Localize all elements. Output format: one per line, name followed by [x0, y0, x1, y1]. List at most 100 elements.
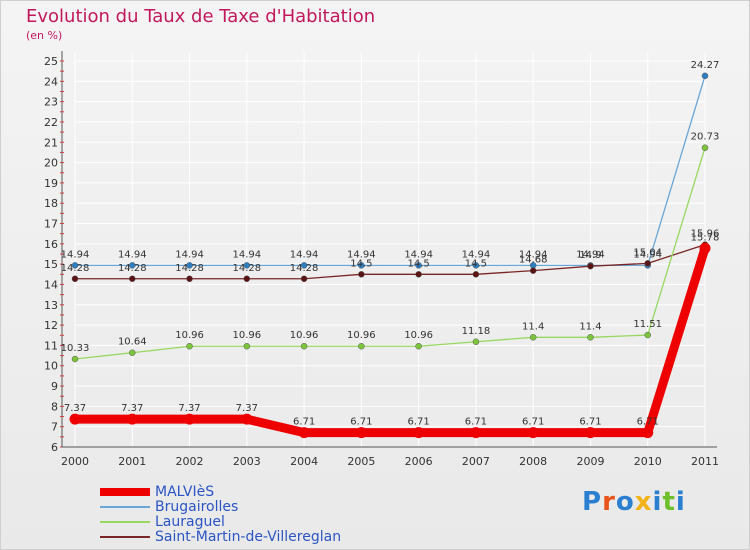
y-tick-label: 23 [44, 96, 58, 109]
data-point [642, 427, 654, 439]
y-tick-label: 8 [51, 400, 58, 413]
data-label: 7.37 [64, 403, 86, 414]
data-label: 14.94 [462, 249, 491, 260]
data-label: 14.5 [465, 258, 487, 269]
y-tick-label: 21 [44, 136, 58, 149]
data-point [355, 427, 367, 439]
data-point [584, 427, 596, 439]
logo-letter: i [675, 487, 686, 517]
data-label: 14.28 [61, 263, 90, 274]
legend-item-malvies[interactable]: MALVIèS [100, 484, 380, 500]
logo-letter: o [615, 487, 635, 517]
data-point [186, 262, 193, 269]
data-point [129, 262, 136, 269]
data-label: 15.04 [633, 247, 662, 258]
data-label: 14.94 [290, 249, 319, 260]
y-tick-label: 17 [44, 218, 58, 231]
data-point [644, 331, 651, 339]
data-label: 10.96 [404, 330, 433, 341]
series-line-malvi-s [70, 243, 710, 438]
data-label: 10.96 [175, 330, 204, 341]
legend-swatch-brugairolles [100, 505, 150, 508]
legend-swatch-malvies [100, 487, 150, 496]
data-point [699, 242, 711, 254]
grid [74, 53, 706, 448]
data-label: 14.94 [576, 249, 605, 260]
x-tick-label: 2002 [176, 455, 204, 468]
legend-swatch-lauraguel [100, 520, 150, 523]
y-tick-label: 20 [44, 157, 58, 170]
y-tick-label: 22 [44, 116, 58, 129]
data-point [701, 72, 709, 80]
series-line-lauraguel [74, 147, 706, 360]
data-label: 6.71 [293, 417, 315, 428]
legend-item-brugairolles[interactable]: Brugairolles [100, 498, 380, 515]
logo-letter: t [662, 487, 676, 517]
data-point [701, 144, 709, 151]
y-tick-label: 6 [51, 441, 58, 454]
data-point [126, 413, 138, 425]
data-point [300, 262, 308, 269]
y-tick-label: 10 [44, 360, 58, 373]
data-point [529, 334, 537, 341]
legend-label-lauraguel: Lauraguel [155, 513, 225, 530]
data-point [129, 349, 136, 356]
legend-item-saint-martin[interactable]: Saint-Martin-de-Villereglan [100, 529, 380, 545]
y-tick-label: 12 [44, 319, 58, 332]
y-tick-label: 9 [51, 380, 58, 393]
data-point [71, 275, 79, 283]
data-point [470, 427, 482, 439]
data-label: 14.28 [175, 263, 204, 274]
x-tick-label: 2008 [519, 455, 547, 468]
data-label: 11.18 [462, 326, 491, 337]
x-tick-label: 2009 [576, 455, 604, 468]
logo-letter: i [652, 487, 663, 517]
data-point [644, 260, 651, 267]
y-tick-label: 19 [44, 177, 58, 190]
data-point [243, 275, 251, 283]
x-tick-label: 2011 [691, 455, 719, 468]
data-label: 6.71 [637, 417, 659, 428]
data-label: 6.71 [579, 417, 601, 428]
data-label: 15.78 [691, 232, 720, 243]
data-label: 14.94 [175, 249, 204, 260]
data-point [71, 262, 79, 269]
data-label: 14.28 [118, 263, 147, 274]
data-point [472, 262, 480, 269]
chart-title: Evolution du Taux de Taxe d'Habitation [26, 6, 376, 27]
data-label: 10.64 [118, 337, 147, 348]
data-point [298, 427, 310, 439]
logo-letter: x [634, 487, 653, 517]
data-label: 14.94 [61, 249, 90, 260]
data-label: 15.96 [691, 229, 720, 240]
data-point [358, 262, 365, 269]
legend-label-brugairolles: Brugairolles [155, 498, 239, 515]
data-label: 7.37 [236, 403, 258, 414]
data-label: 20.73 [691, 132, 720, 143]
data-label: 14.28 [290, 263, 319, 274]
x-tick-label: 2003 [233, 455, 261, 468]
logo-letter: r [602, 487, 616, 517]
x-tick-label: 2005 [347, 455, 375, 468]
data-point [587, 334, 594, 341]
data-point [243, 342, 251, 350]
data-point [415, 342, 422, 350]
data-label: 10.96 [347, 330, 376, 341]
data-point [186, 342, 193, 350]
data-point [71, 355, 79, 363]
data-point [415, 262, 422, 269]
series-lines [69, 72, 711, 439]
data-label: 11.4 [522, 321, 544, 332]
legend-item-lauraguel[interactable]: Lauraguel [100, 513, 380, 530]
data-point [529, 267, 537, 274]
series-line-saint-martin-de-villereglan [74, 244, 706, 280]
data-label: 14.94 [633, 249, 662, 260]
data-label: 14.94 [118, 249, 147, 260]
data-point [241, 413, 253, 425]
axes [60, 51, 717, 448]
data-label: 24.27 [691, 60, 720, 71]
data-label: 6.71 [522, 417, 544, 428]
x-tick-label: 2010 [634, 455, 662, 468]
